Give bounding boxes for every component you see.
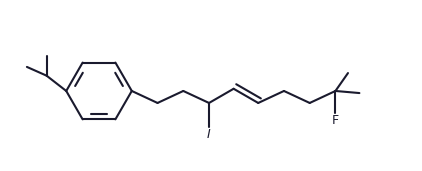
Text: I: I <box>207 128 211 141</box>
Text: F: F <box>332 114 339 127</box>
